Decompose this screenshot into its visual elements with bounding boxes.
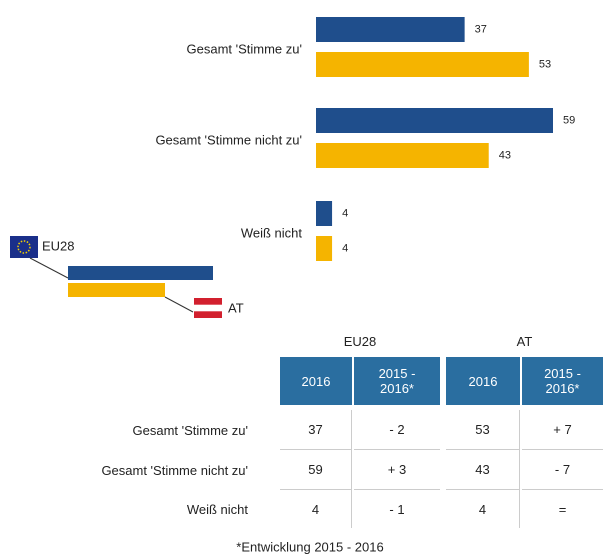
legend-leader (164, 296, 194, 313)
bar (316, 143, 489, 168)
bar (316, 17, 465, 42)
value-label: 53 (539, 58, 551, 70)
table-cell: - 1 (389, 501, 405, 517)
table-cell: 59 (280, 450, 352, 490)
value-label: 59 (563, 114, 575, 126)
table-cell: - 7 (522, 450, 603, 490)
category-label: Gesamt 'Stimme zu' (187, 41, 303, 56)
table-group-header: EU28 (343, 334, 377, 349)
table-cell: 4 (280, 490, 352, 528)
bar (316, 52, 529, 77)
table-cell: 37 (280, 410, 352, 450)
table-cell: 53 (446, 410, 520, 450)
bar (316, 236, 333, 261)
table-row-label: Gesamt 'Stimme zu' (132, 422, 249, 438)
category-label: Gesamt 'Stimme nicht zu' (155, 132, 302, 147)
at-flag (194, 298, 222, 318)
bar (316, 108, 553, 133)
table-row-label: Gesamt 'Stimme nicht zu' (101, 462, 248, 478)
value-label: 43 (499, 149, 511, 161)
table-cell: 43 (446, 450, 520, 490)
table-group-header: AT (516, 334, 533, 349)
table-column-header: 2016 (446, 357, 520, 405)
table-cell: = (558, 501, 567, 517)
table-column-header: 2015 - 2016* (354, 357, 440, 405)
legend-swatch (68, 266, 213, 280)
footnote: *Entwicklung 2015 - 2016 (236, 539, 383, 554)
table-cell: - 2 (354, 410, 440, 450)
table-column-header: 2016 (280, 357, 352, 405)
eu-flag (10, 236, 38, 258)
bar (316, 201, 333, 226)
value-label: 37 (475, 23, 487, 35)
table-column-header: 2015 - 2016* (522, 357, 603, 405)
category-label: Weiß nicht (241, 225, 303, 240)
table-row-label: Weiß nicht (186, 501, 248, 517)
legend-label: AT (228, 300, 244, 315)
value-label: 4 (342, 207, 348, 219)
table-cell: + 3 (354, 450, 440, 490)
value-label: 4 (342, 242, 348, 254)
legend-swatch (68, 283, 165, 297)
legend-label: EU28 (42, 238, 75, 253)
legend-leader (29, 257, 69, 279)
table-cell: + 7 (522, 410, 603, 450)
table-cell: 4 (446, 490, 520, 528)
